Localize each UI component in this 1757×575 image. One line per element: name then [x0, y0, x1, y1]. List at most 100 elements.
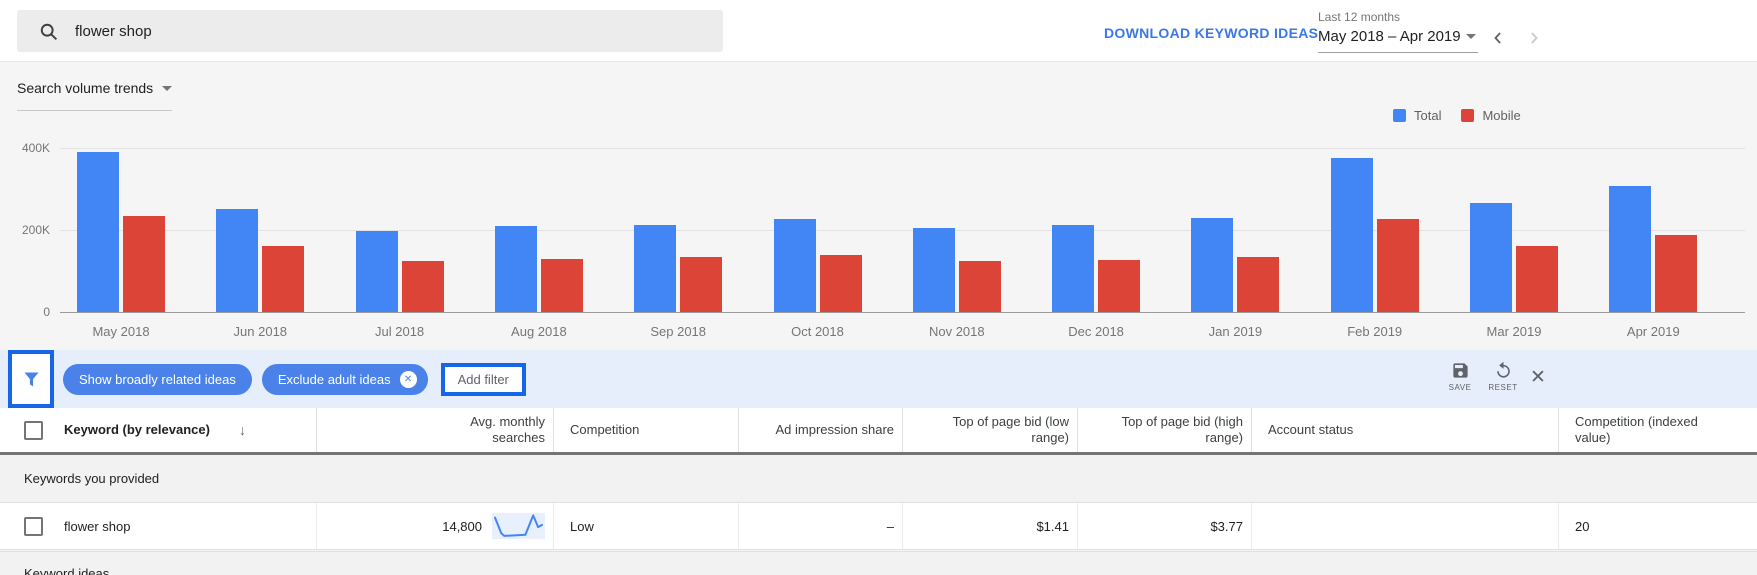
bar-group-feb-2019: [1330, 158, 1419, 312]
remove-chip-icon[interactable]: ✕: [399, 371, 417, 388]
bar-mobile: [958, 261, 1001, 312]
avg-monthly-searches-cell: 14,800: [317, 503, 554, 549]
bar-group-aug-2018: [494, 226, 583, 312]
x-axis-label: Sep 2018: [650, 324, 707, 339]
filter-chips: Show broadly related ideas Exclude adult…: [63, 363, 526, 396]
chip-exclude-adult-ideas[interactable]: Exclude adult ideas ✕: [261, 364, 428, 395]
add-filter-label: Add filter: [457, 372, 509, 387]
save-button[interactable]: SAVE: [1438, 361, 1482, 392]
competition-cell: Low: [554, 503, 739, 549]
bar-mobile: [401, 261, 444, 312]
save-icon: [1452, 363, 1468, 378]
search-input[interactable]: [73, 21, 697, 41]
row-checkbox[interactable]: [24, 516, 43, 536]
bar-mobile: [123, 216, 165, 312]
column-header-competition[interactable]: Competition: [554, 408, 739, 452]
bar-group-dec-2018: [1052, 225, 1141, 312]
sort-descending-icon: ↓: [238, 422, 246, 438]
bar-total: [1191, 218, 1234, 312]
bar-mobile: [1098, 260, 1141, 312]
bar-group-jan-2019: [1191, 218, 1280, 312]
gridline-400k: [60, 148, 1745, 149]
column-header-competition-indexed[interactable]: Competition (indexed value): [1575, 414, 1698, 445]
ad-impression-share-cell: –: [739, 503, 903, 549]
next-period-button[interactable]: [1524, 28, 1544, 48]
legend-item-total: Total: [1393, 108, 1441, 123]
bar-mobile: [262, 246, 305, 312]
bar-group-oct-2018: [773, 219, 862, 312]
y-axis-tick: 200K: [21, 223, 50, 237]
column-header-keyword[interactable]: Keyword (by relevance) ↓: [0, 408, 317, 452]
chart-legend: Total Mobile: [1393, 108, 1521, 123]
reset-button[interactable]: RESET: [1481, 361, 1525, 392]
y-axis-tick: 0: [43, 305, 50, 319]
top-bid-high-cell: $3.77: [1078, 503, 1252, 549]
bar-total: [634, 225, 677, 312]
date-range-picker: Last 12 months May 2018 – Apr 2019: [1318, 10, 1478, 53]
bar-group-may-2018: [77, 152, 165, 312]
x-axis-label: Dec 2018: [1068, 324, 1124, 339]
search-icon: [40, 23, 58, 40]
chevron-down-icon: [162, 85, 173, 91]
x-axis-label: Jan 2019: [1208, 324, 1263, 339]
x-axis-label: Nov 2018: [928, 324, 985, 339]
filter-funnel-icon: [24, 372, 38, 386]
table-header-row: Keyword (by relevance) ↓ Avg. monthly se…: [0, 408, 1757, 455]
bar-group-jun-2018: [216, 209, 305, 312]
close-filter-bar-icon[interactable]: ✕: [1530, 367, 1546, 388]
bar-total: [1470, 203, 1512, 312]
save-label: SAVE: [1448, 383, 1472, 392]
competition-indexed-cell: 20: [1575, 518, 1590, 534]
select-all-checkbox[interactable]: [24, 420, 43, 440]
bar-mobile: [680, 257, 723, 312]
x-axis-label: Jun 2018: [233, 324, 288, 339]
bar-total: [77, 152, 119, 312]
bar-total: [1052, 225, 1095, 312]
x-axis-label: Jul 2018: [375, 324, 425, 339]
legend-label: Mobile: [1482, 108, 1521, 123]
section-row-keyword-ideas: Keyword ideas: [0, 551, 1757, 575]
account-status-cell: [1252, 503, 1559, 549]
bar-group-mar-2019: [1470, 203, 1558, 312]
chevron-down-icon: [1466, 34, 1476, 39]
reset-icon: [1496, 361, 1510, 378]
filter-bar: Show broadly related ideas Exclude adult…: [0, 350, 1757, 408]
column-header-avg-monthly-searches[interactable]: Avg. monthly searches: [317, 408, 554, 452]
bar-total: [494, 226, 537, 312]
x-axis-label: Mar 2019: [1486, 324, 1542, 339]
download-keyword-ideas-link[interactable]: DOWNLOAD KEYWORD IDEAS: [1104, 25, 1319, 41]
search-trend-sparkline: [492, 513, 545, 539]
top-bar: DOWNLOAD KEYWORD IDEAS Last 12 months Ma…: [0, 0, 1757, 62]
bar-group-nov-2018: [912, 228, 1001, 312]
mobile-color-swatch: [1461, 109, 1475, 122]
column-header-top-bid-high[interactable]: Top of page bid (high range): [1078, 408, 1252, 452]
column-header-top-bid-low[interactable]: Top of page bid (low range): [903, 408, 1078, 452]
bar-mobile: [1376, 219, 1419, 312]
bar-mobile: [1237, 257, 1280, 312]
x-axis-label: Aug 2018: [511, 324, 567, 339]
reset-label: RESET: [1488, 383, 1518, 392]
chip-show-broadly-related-ideas[interactable]: Show broadly related ideas: [63, 364, 252, 395]
column-header-ad-impression-share[interactable]: Ad impression share: [739, 408, 903, 452]
add-filter-highlight-box[interactable]: Add filter: [440, 363, 526, 396]
filter-funnel-highlight-box[interactable]: [8, 350, 54, 408]
date-range-dropdown[interactable]: May 2018 – Apr 2019: [1318, 28, 1478, 53]
chart-title: Search volume trends: [17, 80, 154, 96]
keyword-search-box[interactable]: [17, 10, 723, 52]
table-row: flower shop 14,800 Low – $1.41 $3.77 20: [0, 503, 1757, 550]
chart-type-dropdown[interactable]: Search volume trends: [17, 80, 173, 111]
x-axis-label: May 2018: [92, 324, 150, 339]
x-axis-label: Apr 2019: [1626, 324, 1680, 339]
bar-total: [216, 209, 259, 312]
bar-total: [773, 219, 816, 312]
bar-group-apr-2019: [1609, 186, 1698, 312]
column-header-account-status[interactable]: Account status: [1252, 408, 1559, 452]
bar-total: [1330, 158, 1373, 312]
x-axis-baseline: [60, 312, 1745, 313]
bar-group-jul-2018: [355, 231, 444, 312]
previous-period-button[interactable]: [1488, 28, 1508, 48]
bar-mobile: [540, 259, 583, 312]
y-axis-tick: 400K: [21, 141, 50, 155]
x-axis-label: Oct 2018: [791, 324, 844, 339]
